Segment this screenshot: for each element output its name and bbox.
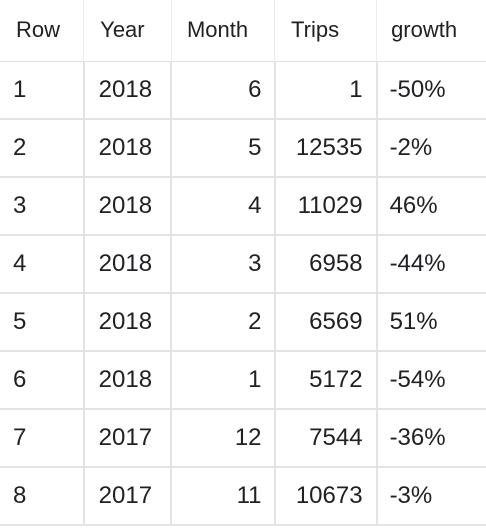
cell-trips: 12535 bbox=[274, 119, 378, 178]
cell-year: 2018 bbox=[83, 177, 173, 236]
column-header-trips[interactable]: Trips bbox=[274, 0, 378, 62]
cell-growth: -3% bbox=[376, 467, 486, 526]
cell-month: 2 bbox=[171, 293, 276, 352]
cell-row: 4 bbox=[0, 235, 85, 294]
cell-year: 2017 bbox=[83, 467, 173, 526]
table-row: 3 2018 4 11029 46% bbox=[0, 177, 486, 236]
cell-year: 2018 bbox=[83, 119, 173, 178]
cell-row: 7 bbox=[0, 409, 85, 468]
cell-row: 8 bbox=[0, 467, 85, 526]
cell-row: 2 bbox=[0, 119, 85, 178]
cell-month: 3 bbox=[171, 235, 276, 294]
table-header: Row Year Month Trips growth bbox=[0, 0, 486, 62]
cell-year: 2018 bbox=[83, 351, 173, 410]
cell-month: 6 bbox=[171, 61, 276, 120]
cell-trips: 10673 bbox=[274, 467, 378, 526]
cell-row: 5 bbox=[0, 293, 85, 352]
cell-growth: -44% bbox=[376, 235, 486, 294]
table-body: 1 2018 6 1 -50% 2 2018 5 12535 -2% 3 201… bbox=[0, 61, 486, 526]
column-header-row[interactable]: Row bbox=[0, 0, 85, 62]
cell-trips: 5172 bbox=[274, 351, 378, 410]
cell-trips: 1 bbox=[274, 61, 378, 120]
cell-row: 1 bbox=[0, 61, 85, 120]
cell-year: 2017 bbox=[83, 409, 173, 468]
cell-growth: -50% bbox=[376, 61, 486, 120]
table-row: 7 2017 12 7544 -36% bbox=[0, 409, 486, 468]
table-row: 2 2018 5 12535 -2% bbox=[0, 119, 486, 178]
cell-month: 5 bbox=[171, 119, 276, 178]
cell-month: 4 bbox=[171, 177, 276, 236]
column-header-month[interactable]: Month bbox=[171, 0, 276, 62]
cell-year: 2018 bbox=[83, 235, 173, 294]
table-row: 1 2018 6 1 -50% bbox=[0, 61, 486, 120]
cell-trips: 6569 bbox=[274, 293, 378, 352]
cell-growth: 51% bbox=[376, 293, 486, 352]
cell-row: 3 bbox=[0, 177, 85, 236]
cell-growth: 46% bbox=[376, 177, 486, 236]
cell-month: 12 bbox=[171, 409, 276, 468]
cell-row: 6 bbox=[0, 351, 85, 410]
header-row: Row Year Month Trips growth bbox=[0, 0, 486, 62]
cell-year: 2018 bbox=[83, 293, 173, 352]
cell-trips: 11029 bbox=[274, 177, 378, 236]
cell-trips: 7544 bbox=[274, 409, 378, 468]
cell-month: 1 bbox=[171, 351, 276, 410]
column-header-growth[interactable]: growth bbox=[376, 0, 486, 62]
cell-trips: 6958 bbox=[274, 235, 378, 294]
cell-month: 11 bbox=[171, 467, 276, 526]
cell-growth: -54% bbox=[376, 351, 486, 410]
cell-year: 2018 bbox=[83, 61, 173, 120]
table-row: 4 2018 3 6958 -44% bbox=[0, 235, 486, 294]
table-row: 8 2017 11 10673 -3% bbox=[0, 467, 486, 526]
cell-growth: -2% bbox=[376, 119, 486, 178]
column-header-year[interactable]: Year bbox=[83, 0, 172, 62]
table-row: 6 2018 1 5172 -54% bbox=[0, 351, 486, 410]
cell-growth: -36% bbox=[376, 409, 486, 468]
table-row: 5 2018 2 6569 51% bbox=[0, 293, 486, 352]
